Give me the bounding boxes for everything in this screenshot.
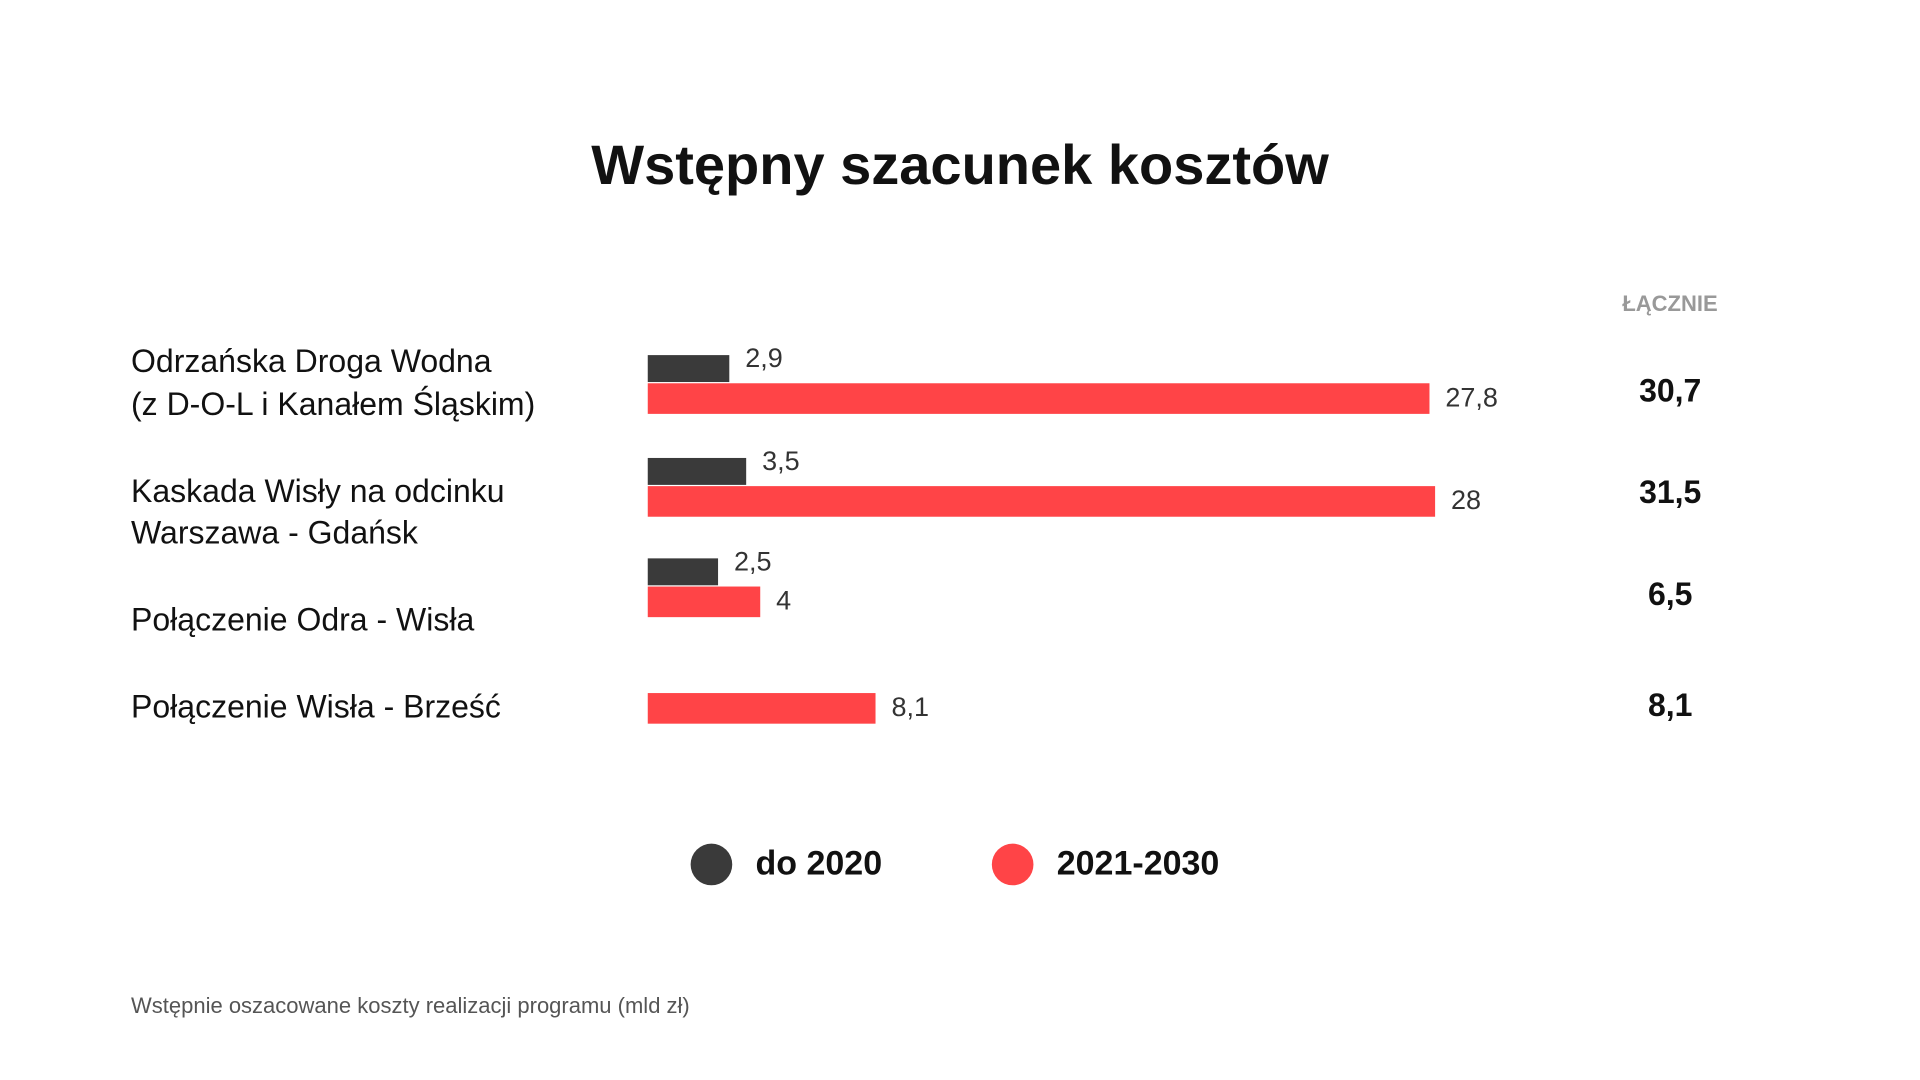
value-label: 3,5 xyxy=(762,446,800,476)
legend-marker xyxy=(690,843,733,886)
legend-label: do 2020 xyxy=(756,845,883,883)
chart-title: Wstępny szacunek kosztów xyxy=(591,133,1329,196)
legend-label: 2021-2030 xyxy=(1057,845,1220,883)
bar xyxy=(647,693,876,724)
value-label: 27,8 xyxy=(1445,382,1498,412)
bar xyxy=(647,355,730,383)
footnote: Wstępnie oszacowane koszty realizacji pr… xyxy=(131,993,690,1018)
value-label: 28 xyxy=(1451,485,1481,515)
bar xyxy=(647,383,1430,414)
totals-header: ŁĄCZNIE xyxy=(1622,291,1717,316)
value-label: 8,1 xyxy=(891,692,929,722)
bar xyxy=(647,486,1436,517)
bar xyxy=(647,586,761,618)
bar xyxy=(647,558,719,586)
category-label: Kaskada Wisły na odcinku xyxy=(131,473,505,509)
category-label: Warszawa - Gdańsk xyxy=(131,515,419,551)
bar xyxy=(647,457,747,485)
value-label: 2,5 xyxy=(734,546,772,576)
category-label: (z D-O-L i Kanałem Śląskim) xyxy=(131,386,535,422)
value-label: 4 xyxy=(776,586,791,616)
total-label: 8,1 xyxy=(1648,687,1692,723)
total-label: 30,7 xyxy=(1639,373,1701,409)
legend-marker xyxy=(991,843,1034,886)
category-label: Połączenie Odra - Wisła xyxy=(131,601,474,637)
total-label: 31,5 xyxy=(1639,474,1701,510)
category-label: Odrzańska Droga Wodna xyxy=(131,343,492,379)
category-label: Połączenie Wisła - Brześć xyxy=(131,688,501,724)
total-label: 6,5 xyxy=(1648,576,1692,612)
value-label: 2,9 xyxy=(745,343,783,373)
